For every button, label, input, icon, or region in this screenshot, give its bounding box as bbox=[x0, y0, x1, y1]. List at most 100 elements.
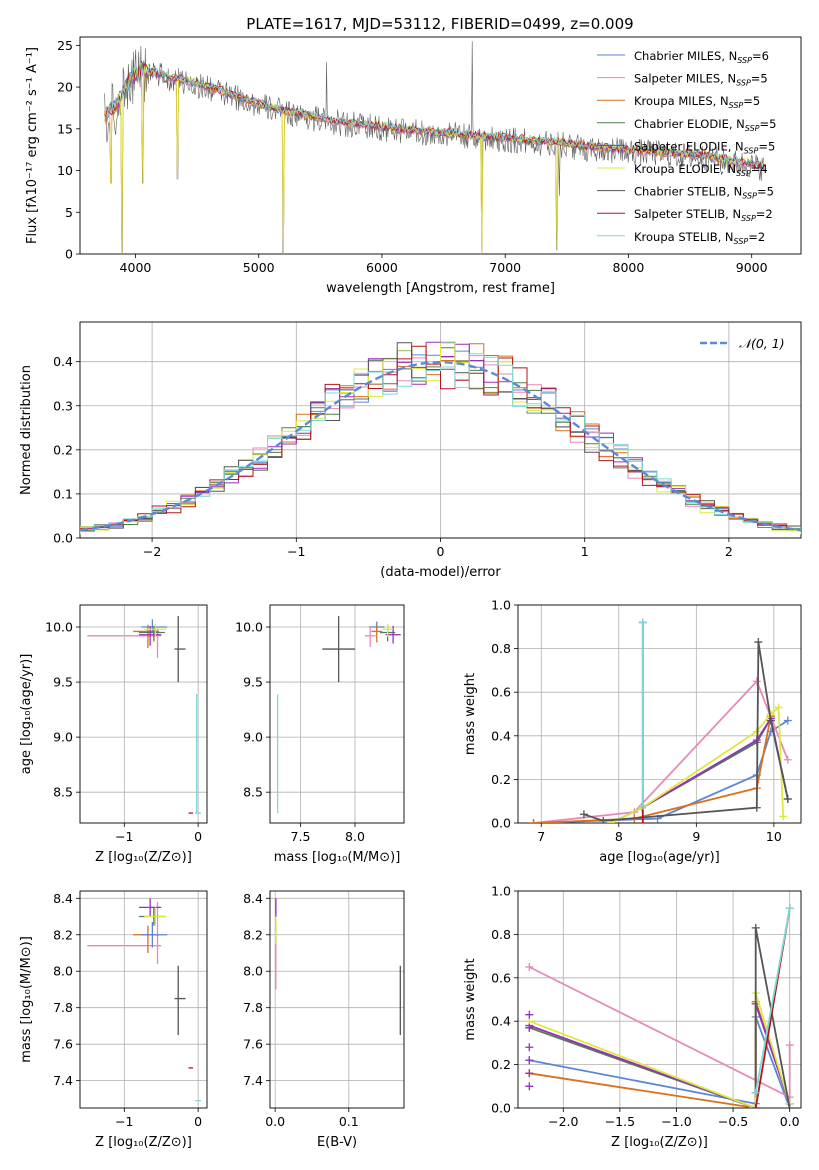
y-axis-label: mass weight bbox=[463, 958, 478, 1040]
x-axis-label: (data-model)/error bbox=[380, 565, 501, 580]
weight-marker bbox=[525, 1023, 534, 1032]
weight-line bbox=[610, 705, 785, 823]
mass-Z-panel: −1 0 7.4 7.6 7.8 8.0 8.2 8.4 Z [log₁₀(Z/Z⊙)] mass… bbox=[19, 890, 208, 1150]
x-tick-label: −1 bbox=[287, 544, 305, 559]
y-tick-label: 7.6 bbox=[53, 1037, 73, 1052]
weight-Z-panel: −2.0 −1.5 −1.0 −0.5 0.0 0.0 0.2 0.4 0.6 0.8 1.0 Z [… bbox=[463, 884, 802, 1150]
y-axis-label: mass [log₁₀(M/M⊙)] bbox=[19, 936, 34, 1063]
y-axis-label: Flux [fλ10⁻¹⁷ erg cm⁻² s⁻¹ A⁻¹] bbox=[25, 47, 40, 244]
x-tick-label: 9 bbox=[692, 829, 700, 844]
y-tick-label: 8.2 bbox=[243, 927, 263, 942]
weight-line bbox=[529, 1016, 791, 1108]
y-tick-label: 0.6 bbox=[491, 970, 511, 985]
x-axis-label: age [log₁₀(age/yr)] bbox=[599, 850, 720, 865]
x-tick-label: 1 bbox=[581, 544, 589, 559]
x-tick-label: 7000 bbox=[489, 260, 521, 275]
x-tick-label: 0 bbox=[194, 1114, 202, 1129]
axes-frame bbox=[79, 604, 208, 824]
x-axis-label: E(B-V) bbox=[317, 1135, 357, 1150]
weight-marker bbox=[779, 812, 788, 821]
legend-label: 𝒩(0, 1) bbox=[739, 336, 785, 351]
weight-series bbox=[525, 904, 794, 1108]
legend-label: Chabrier ELODIE, NSSP=5 bbox=[634, 117, 776, 133]
x-tick-label: −1 bbox=[115, 1114, 133, 1129]
legend-label: Kroupa MILES, NSSP=5 bbox=[634, 94, 760, 110]
y-tick-label: 9.5 bbox=[53, 675, 73, 690]
y-tick-label: 7.6 bbox=[243, 1037, 263, 1052]
x-tick-label: 8000 bbox=[613, 260, 645, 275]
y-tick-label: 0.0 bbox=[491, 1101, 511, 1116]
x-tick-label: 7 bbox=[537, 829, 545, 844]
x-tick-label: 0.1 bbox=[339, 1114, 359, 1129]
y-tick-label: 8.5 bbox=[243, 785, 263, 800]
weight-marker bbox=[785, 1104, 794, 1108]
weight-marker bbox=[525, 962, 534, 971]
y-tick-label: 10 bbox=[57, 163, 73, 178]
y-tick-label: 10.0 bbox=[45, 620, 73, 635]
weight-marker bbox=[752, 677, 761, 686]
x-tick-label: 6000 bbox=[366, 260, 398, 275]
y-tick-label: 0.4 bbox=[53, 354, 73, 369]
gaussian-curve bbox=[80, 360, 801, 532]
weight-line bbox=[529, 1001, 791, 1108]
x-axis-label: Z [log₁₀(Z/Z⊙)] bbox=[611, 1135, 708, 1150]
legend-label: Chabrier STELIB, NSSP=5 bbox=[634, 185, 774, 201]
residuals-panel: −2 −1 0 1 2 0.0 0.1 0.2 0.3 0.4 (data-model)/error… bbox=[19, 321, 802, 580]
weight-marker bbox=[751, 1088, 760, 1097]
axes-frame bbox=[79, 36, 802, 255]
y-tick-label: 1.0 bbox=[491, 598, 511, 613]
weight-marker bbox=[638, 801, 647, 810]
x-tick-label: −1.0 bbox=[661, 1114, 691, 1129]
axes-frame bbox=[79, 321, 802, 539]
x-axis-label: Z [log₁₀(Z/Z⊙)] bbox=[95, 1135, 192, 1150]
axes-frame bbox=[79, 890, 208, 1109]
axes-frame bbox=[269, 890, 405, 1109]
weight-line bbox=[610, 716, 789, 823]
y-tick-label: 0.3 bbox=[53, 398, 73, 413]
y-tick-label: 7.8 bbox=[53, 1000, 73, 1015]
y-tick-label: 10.0 bbox=[235, 620, 263, 635]
mass-EBV-panel: 0.0 0.1 7.4 7.6 7.8 8.0 8.2 8.4 E(B-V) bbox=[243, 890, 405, 1150]
weight-marker bbox=[783, 716, 792, 725]
x-tick-label: 8.0 bbox=[345, 829, 365, 844]
weight-marker bbox=[525, 1069, 534, 1078]
x-tick-label: −0.5 bbox=[718, 1114, 748, 1129]
errorbar-points bbox=[87, 898, 202, 1102]
spectrum-line bbox=[104, 62, 765, 254]
x-tick-label: 4000 bbox=[120, 260, 152, 275]
weight-age-panel: 7 8 9 10 0.0 0.2 0.4 0.6 0.8 1.0 age [log₁₀(age/yr… bbox=[463, 598, 802, 865]
x-tick-label: 8 bbox=[615, 829, 623, 844]
weight-marker bbox=[599, 816, 608, 823]
x-tick-label: −2.0 bbox=[548, 1114, 578, 1129]
y-tick-label: 8.0 bbox=[243, 964, 263, 979]
legend-label: Salpeter ELODIE, NSSP=5 bbox=[634, 139, 775, 155]
weight-marker bbox=[785, 1041, 794, 1050]
legend-label: Chabrier MILES, NSSP=6 bbox=[634, 49, 769, 65]
x-tick-label: 10 bbox=[766, 829, 782, 844]
y-tick-label: 7.8 bbox=[243, 1000, 263, 1015]
y-tick-label: 0 bbox=[65, 247, 73, 262]
legend-label: Salpeter STELIB, NSSP=2 bbox=[634, 207, 773, 223]
weight-line bbox=[528, 966, 791, 1099]
y-tick-label: 0.8 bbox=[491, 641, 511, 656]
weight-marker bbox=[766, 716, 775, 725]
y-tick-label: 0.2 bbox=[491, 772, 511, 787]
axes-frame bbox=[517, 890, 802, 1109]
weight-marker bbox=[774, 703, 783, 712]
y-tick-label: 0.8 bbox=[491, 927, 511, 942]
y-tick-label: 7.4 bbox=[53, 1073, 73, 1088]
y-axis-label: mass weight bbox=[463, 673, 478, 755]
axes-frame bbox=[269, 604, 405, 824]
y-tick-label: 15 bbox=[57, 121, 73, 136]
y-tick-label: 8.5 bbox=[53, 785, 73, 800]
spectrum-line bbox=[104, 62, 765, 169]
spectrum-lines bbox=[104, 41, 765, 254]
weight-line bbox=[610, 717, 772, 823]
y-tick-label: 0.2 bbox=[53, 442, 73, 457]
y-tick-label: 8.4 bbox=[53, 891, 73, 906]
y-tick-label: 1.0 bbox=[491, 884, 511, 899]
y-tick-label: 9.0 bbox=[243, 730, 263, 745]
figure-title: PLATE=1617, MJD=53112, FIBERID=0499, z=0… bbox=[246, 15, 633, 33]
weight-marker bbox=[529, 819, 538, 823]
weight-marker bbox=[783, 795, 792, 804]
